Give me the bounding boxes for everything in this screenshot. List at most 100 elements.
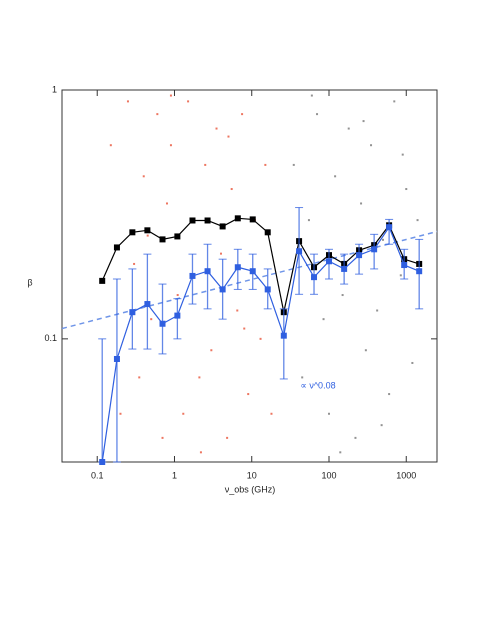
scatter-dot	[142, 175, 145, 178]
scatter-dot	[381, 238, 384, 241]
x-tick-label: 10	[247, 470, 257, 480]
data-point	[189, 272, 196, 279]
scatter-dot	[376, 309, 379, 312]
scatter-dot	[322, 318, 325, 321]
scatter-dot	[236, 309, 239, 312]
data-point	[99, 459, 106, 465]
scatter-dot	[270, 412, 273, 415]
scatter-dot	[126, 100, 129, 103]
scatter-dot	[215, 127, 218, 130]
series-line	[101, 225, 420, 463]
scatter-dot	[165, 202, 168, 205]
data-point	[311, 274, 318, 281]
data-point	[219, 286, 226, 293]
scatter-dot	[399, 274, 402, 277]
scatter-dot	[230, 188, 233, 191]
scatter-dot	[243, 327, 246, 330]
scatter-dot	[109, 144, 112, 147]
scatter-dot	[301, 376, 304, 379]
data-point	[325, 258, 332, 265]
data-point	[234, 215, 241, 222]
scatter-dot	[138, 376, 141, 379]
x-tick-label: 1	[172, 470, 177, 480]
data-point	[129, 309, 136, 316]
scatter-dot	[259, 337, 262, 340]
scatter-dot	[292, 163, 295, 166]
scatter-dot	[380, 424, 383, 427]
scatter-dot	[156, 113, 159, 116]
data-point	[219, 223, 226, 230]
data-point	[144, 227, 151, 234]
scatter-dot	[198, 376, 201, 379]
scatter-dot	[146, 234, 149, 237]
data-point	[159, 320, 166, 327]
x-tick-label: 1000	[396, 470, 416, 480]
scatter-dot	[388, 393, 391, 396]
scatter-dot	[182, 412, 185, 415]
scatter-dot	[150, 318, 153, 321]
scatter-dot	[401, 153, 404, 156]
data-point	[341, 265, 348, 272]
data-point	[159, 236, 166, 243]
data-point	[264, 229, 271, 236]
plot-frame	[61, 89, 438, 463]
scatter-dot	[310, 94, 313, 97]
annotation: ∝ ν^0.08	[300, 380, 335, 390]
scatter-dot	[169, 94, 172, 97]
data-point	[113, 355, 120, 362]
scatter-dot	[241, 113, 244, 116]
scatter-dot	[393, 100, 396, 103]
scatter-dot	[176, 294, 179, 297]
data-point	[204, 268, 211, 275]
data-point	[174, 233, 181, 240]
data-point	[371, 246, 378, 253]
data-point	[174, 312, 181, 319]
y-tick-label: 0.1	[44, 333, 57, 343]
scatter-dot	[264, 163, 267, 166]
scatter-dot	[370, 144, 373, 147]
scatter-dot	[226, 436, 229, 439]
data-point	[204, 217, 211, 224]
scatter-dot	[341, 294, 344, 297]
series-line	[101, 217, 420, 313]
scatter-dot	[327, 412, 330, 415]
data-point	[99, 277, 106, 284]
data-point	[113, 244, 120, 251]
scatter-dot	[339, 451, 342, 454]
scatter-dot	[119, 412, 122, 415]
data-point	[401, 262, 408, 269]
scatter-dot	[204, 163, 207, 166]
data-point	[386, 224, 393, 231]
data-point	[249, 268, 256, 275]
data-point	[144, 301, 151, 308]
scatter-dot	[133, 262, 136, 265]
scatter-dot	[199, 451, 202, 454]
scatter-dot	[169, 144, 172, 147]
data-point	[416, 268, 423, 275]
data-point	[189, 217, 196, 224]
scatter-dot	[187, 100, 190, 103]
scatter-dot	[405, 188, 408, 191]
scatter-dot	[334, 175, 337, 178]
data-point	[280, 332, 287, 339]
x-axis-label: ν_obs (GHz)	[225, 484, 276, 494]
scatter-dot	[354, 436, 357, 439]
scatter-dot	[416, 219, 419, 222]
scatter-dot	[227, 135, 230, 138]
x-tick-label: 100	[321, 470, 336, 480]
y-tick-label: 1	[52, 84, 57, 94]
scatter-dot	[347, 127, 350, 130]
y-axis-label: β	[27, 277, 32, 287]
data-point	[249, 216, 256, 223]
data-point	[129, 229, 136, 236]
data-point	[356, 252, 363, 259]
data-point	[296, 248, 303, 255]
scatter-dot	[307, 219, 310, 222]
scatter-dot	[219, 252, 222, 255]
scatter-dot	[247, 393, 250, 396]
scatter-dot	[362, 120, 365, 123]
data-point	[234, 264, 241, 271]
data-point	[264, 286, 271, 293]
fit-line	[61, 230, 438, 330]
